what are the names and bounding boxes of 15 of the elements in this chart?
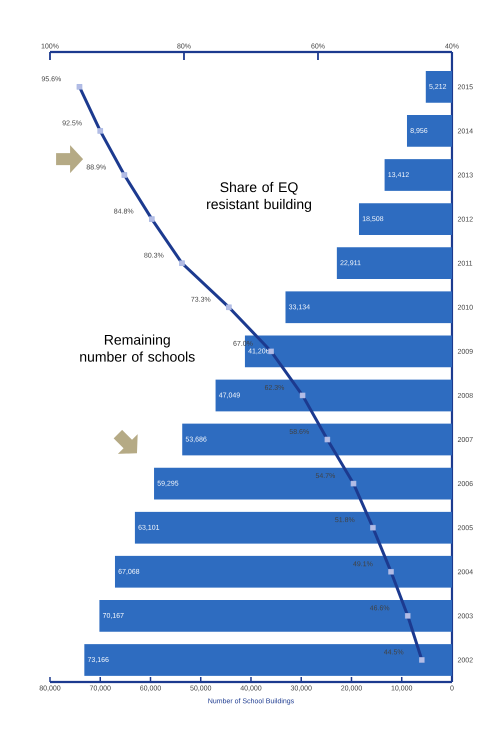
bar <box>406 115 452 147</box>
annotation: Share of EQ resistant building <box>207 182 312 212</box>
bar <box>154 468 452 500</box>
bar <box>134 512 452 544</box>
bar <box>426 70 452 103</box>
bar <box>358 203 452 235</box>
bar <box>114 556 452 588</box>
bar <box>285 291 452 324</box>
bar <box>216 380 452 412</box>
annotation: Remaining number of schools <box>80 334 195 362</box>
bar <box>84 644 452 676</box>
bar <box>384 159 452 191</box>
bar <box>99 600 452 632</box>
bar <box>336 247 452 280</box>
bar <box>182 424 452 456</box>
